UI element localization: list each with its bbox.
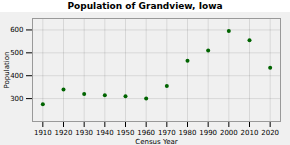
svg-text:Population: Population (3, 52, 11, 89)
svg-text:2000: 2000 (220, 129, 238, 137)
svg-text:1950: 1950 (117, 129, 135, 137)
svg-text:1960: 1960 (137, 129, 155, 137)
svg-text:Census Year: Census Year (135, 138, 178, 145)
svg-text:1940: 1940 (96, 129, 114, 137)
svg-text:500: 500 (10, 49, 23, 57)
svg-text:2010: 2010 (241, 129, 259, 137)
html-text:Population of Grandview, Iowa: Population of Grandview, Iowa (67, 1, 223, 11)
svg-text:1990: 1990 (199, 129, 217, 137)
svg-text:1930: 1930 (75, 129, 93, 137)
svg-text:1910: 1910 (34, 129, 52, 137)
svg-text:1920: 1920 (55, 129, 73, 137)
svg-text:2020: 2020 (261, 129, 279, 137)
svg-text:600: 600 (10, 26, 23, 34)
svg-text:1980: 1980 (179, 129, 197, 137)
svg-text:400: 400 (10, 72, 23, 80)
svg-text:300: 300 (10, 95, 23, 103)
svg-text:1970: 1970 (158, 129, 176, 137)
